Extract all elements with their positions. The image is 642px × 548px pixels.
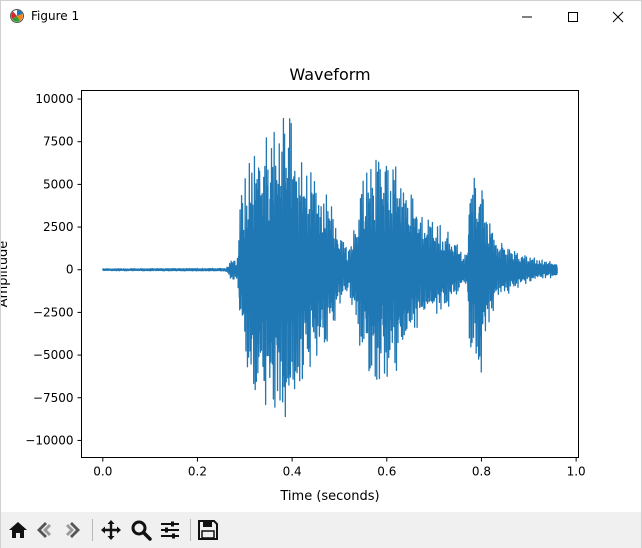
matplotlib-figure-icon	[10, 9, 24, 23]
chart-title: Waveform	[289, 65, 370, 84]
home-button[interactable]	[6, 518, 30, 542]
window-title: Figure 1	[31, 9, 80, 23]
subplots-button[interactable]	[158, 518, 182, 542]
pan-button[interactable]	[99, 518, 123, 542]
y-axis-ticks: 10000 7500 5000 2500 0 −2500 −5000 −7500 −10000	[25, 92, 82, 447]
y-tick-label: 5000	[43, 177, 74, 191]
x-axis-ticks: 0.0 0.2 0.4 0.6 0.8 1.0	[93, 457, 586, 479]
figure-canvas[interactable]: Waveform 0.0 0.2 0.4 0.6 0.8 1.0 10000 7500 500…	[0, 32, 641, 512]
minimize-icon	[522, 16, 532, 17]
maximize-button[interactable]	[550, 1, 596, 32]
toolbar-separator	[190, 519, 191, 541]
y-tick-label: 10000	[35, 92, 73, 106]
home-icon	[9, 522, 27, 538]
forward-icon	[66, 522, 80, 538]
x-tick-label: 0.8	[472, 465, 491, 479]
y-tick-label: −7500	[33, 391, 74, 405]
subplots-icon	[161, 521, 179, 539]
plot-area	[102, 117, 558, 418]
back-button[interactable]	[33, 518, 57, 542]
save-button[interactable]	[196, 518, 220, 542]
waveform-chart: Waveform 0.0 0.2 0.4 0.6 0.8 1.0 10000 7500 500…	[0, 65, 586, 504]
zoom-button[interactable]	[129, 518, 153, 542]
forward-button[interactable]	[60, 518, 84, 542]
back-icon	[37, 522, 51, 538]
y-tick-label: 7500	[43, 135, 74, 149]
waveform-series-line	[102, 117, 558, 418]
y-tick-label: −2500	[33, 305, 74, 319]
maximize-icon	[568, 11, 578, 22]
y-tick-label: −5000	[33, 348, 74, 362]
toolbar-separator	[92, 519, 93, 541]
x-tick-label: 0.0	[93, 465, 112, 479]
pan-icon	[101, 520, 121, 540]
x-tick-label: 0.6	[377, 465, 396, 479]
y-tick-label: 2500	[43, 220, 74, 234]
x-tick-label: 1.0	[567, 465, 586, 479]
x-axis-label: Time (seconds)	[279, 489, 379, 504]
title-bar[interactable]: Figure 1	[1, 1, 641, 32]
minimize-button[interactable]	[504, 1, 550, 32]
x-tick-label: 0.4	[283, 465, 302, 479]
close-icon	[612, 11, 624, 22]
save-icon	[198, 520, 218, 540]
close-button[interactable]	[595, 1, 641, 32]
y-axis-label: Amplitude	[1, 241, 11, 308]
zoom-icon	[131, 520, 152, 541]
y-tick-label: 0	[66, 263, 74, 277]
axes-frame	[81, 90, 579, 458]
navigation-toolbar	[1, 512, 641, 548]
y-tick-label: −10000	[25, 433, 73, 447]
x-tick-label: 0.2	[188, 465, 207, 479]
